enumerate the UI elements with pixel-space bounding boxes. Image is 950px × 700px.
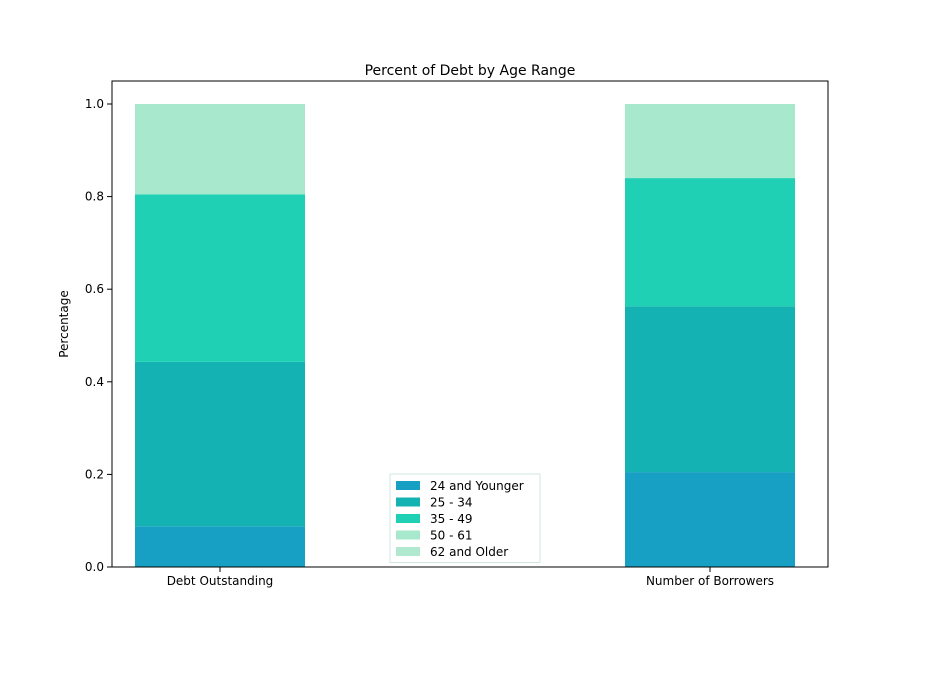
x-tick-label: Number of Borrowers — [646, 574, 774, 588]
bar-number-of-borrowers-series-2 — [625, 178, 795, 307]
y-tick-label: 0.2 — [85, 467, 104, 481]
bar-debt-outstanding-series-1 — [135, 361, 305, 527]
y-tick-label: 1.0 — [85, 97, 104, 111]
legend-label-2: 35 - 49 — [430, 512, 473, 526]
y-tick-label: 0.6 — [85, 282, 104, 296]
bar-debt-outstanding-series-2 — [135, 194, 305, 362]
legend-label-4: 62 and Older — [430, 545, 508, 559]
legend-swatch-1 — [396, 497, 420, 507]
legend-label-3: 50 - 61 — [430, 529, 473, 543]
legend-swatch-0 — [396, 481, 420, 490]
legend-swatch-4 — [396, 547, 420, 556]
bar-number-of-borrowers-series-0 — [625, 472, 795, 567]
plot-frame — [111, 80, 829, 568]
bar-number-of-borrowers-series-1 — [625, 306, 795, 473]
bar-number-of-borrowers-series-3 — [625, 104, 795, 179]
y-tick-label: 0.0 — [85, 560, 104, 574]
x-tick-label: Debt Outstanding — [167, 574, 274, 588]
y-tick-label: 0.4 — [85, 375, 104, 389]
y-axis-label: Percentage — [57, 290, 71, 358]
y-ticks: 0.0 0.2 0.4 0.6 0.8 1.0 — [85, 97, 112, 574]
y-tick-label: 0.8 — [85, 190, 104, 204]
legend-label-0: 24 and Younger — [430, 479, 524, 493]
legend-swatch-3 — [396, 530, 420, 540]
x-ticks: Debt Outstanding Number of Borrowers — [167, 567, 774, 588]
legend: 24 and Younger 25 - 34 35 - 49 50 - 61 62 an… — [389, 473, 541, 563]
bar-debt-outstanding-series-0 — [135, 526, 305, 567]
bars-group — [135, 104, 795, 567]
legend-label-1: 25 - 34 — [430, 496, 473, 510]
bar-debt-outstanding-series-3 — [135, 104, 305, 195]
legend-swatch-2 — [396, 514, 420, 523]
chart-title: Percent of Debt by Age Range — [365, 63, 576, 79]
